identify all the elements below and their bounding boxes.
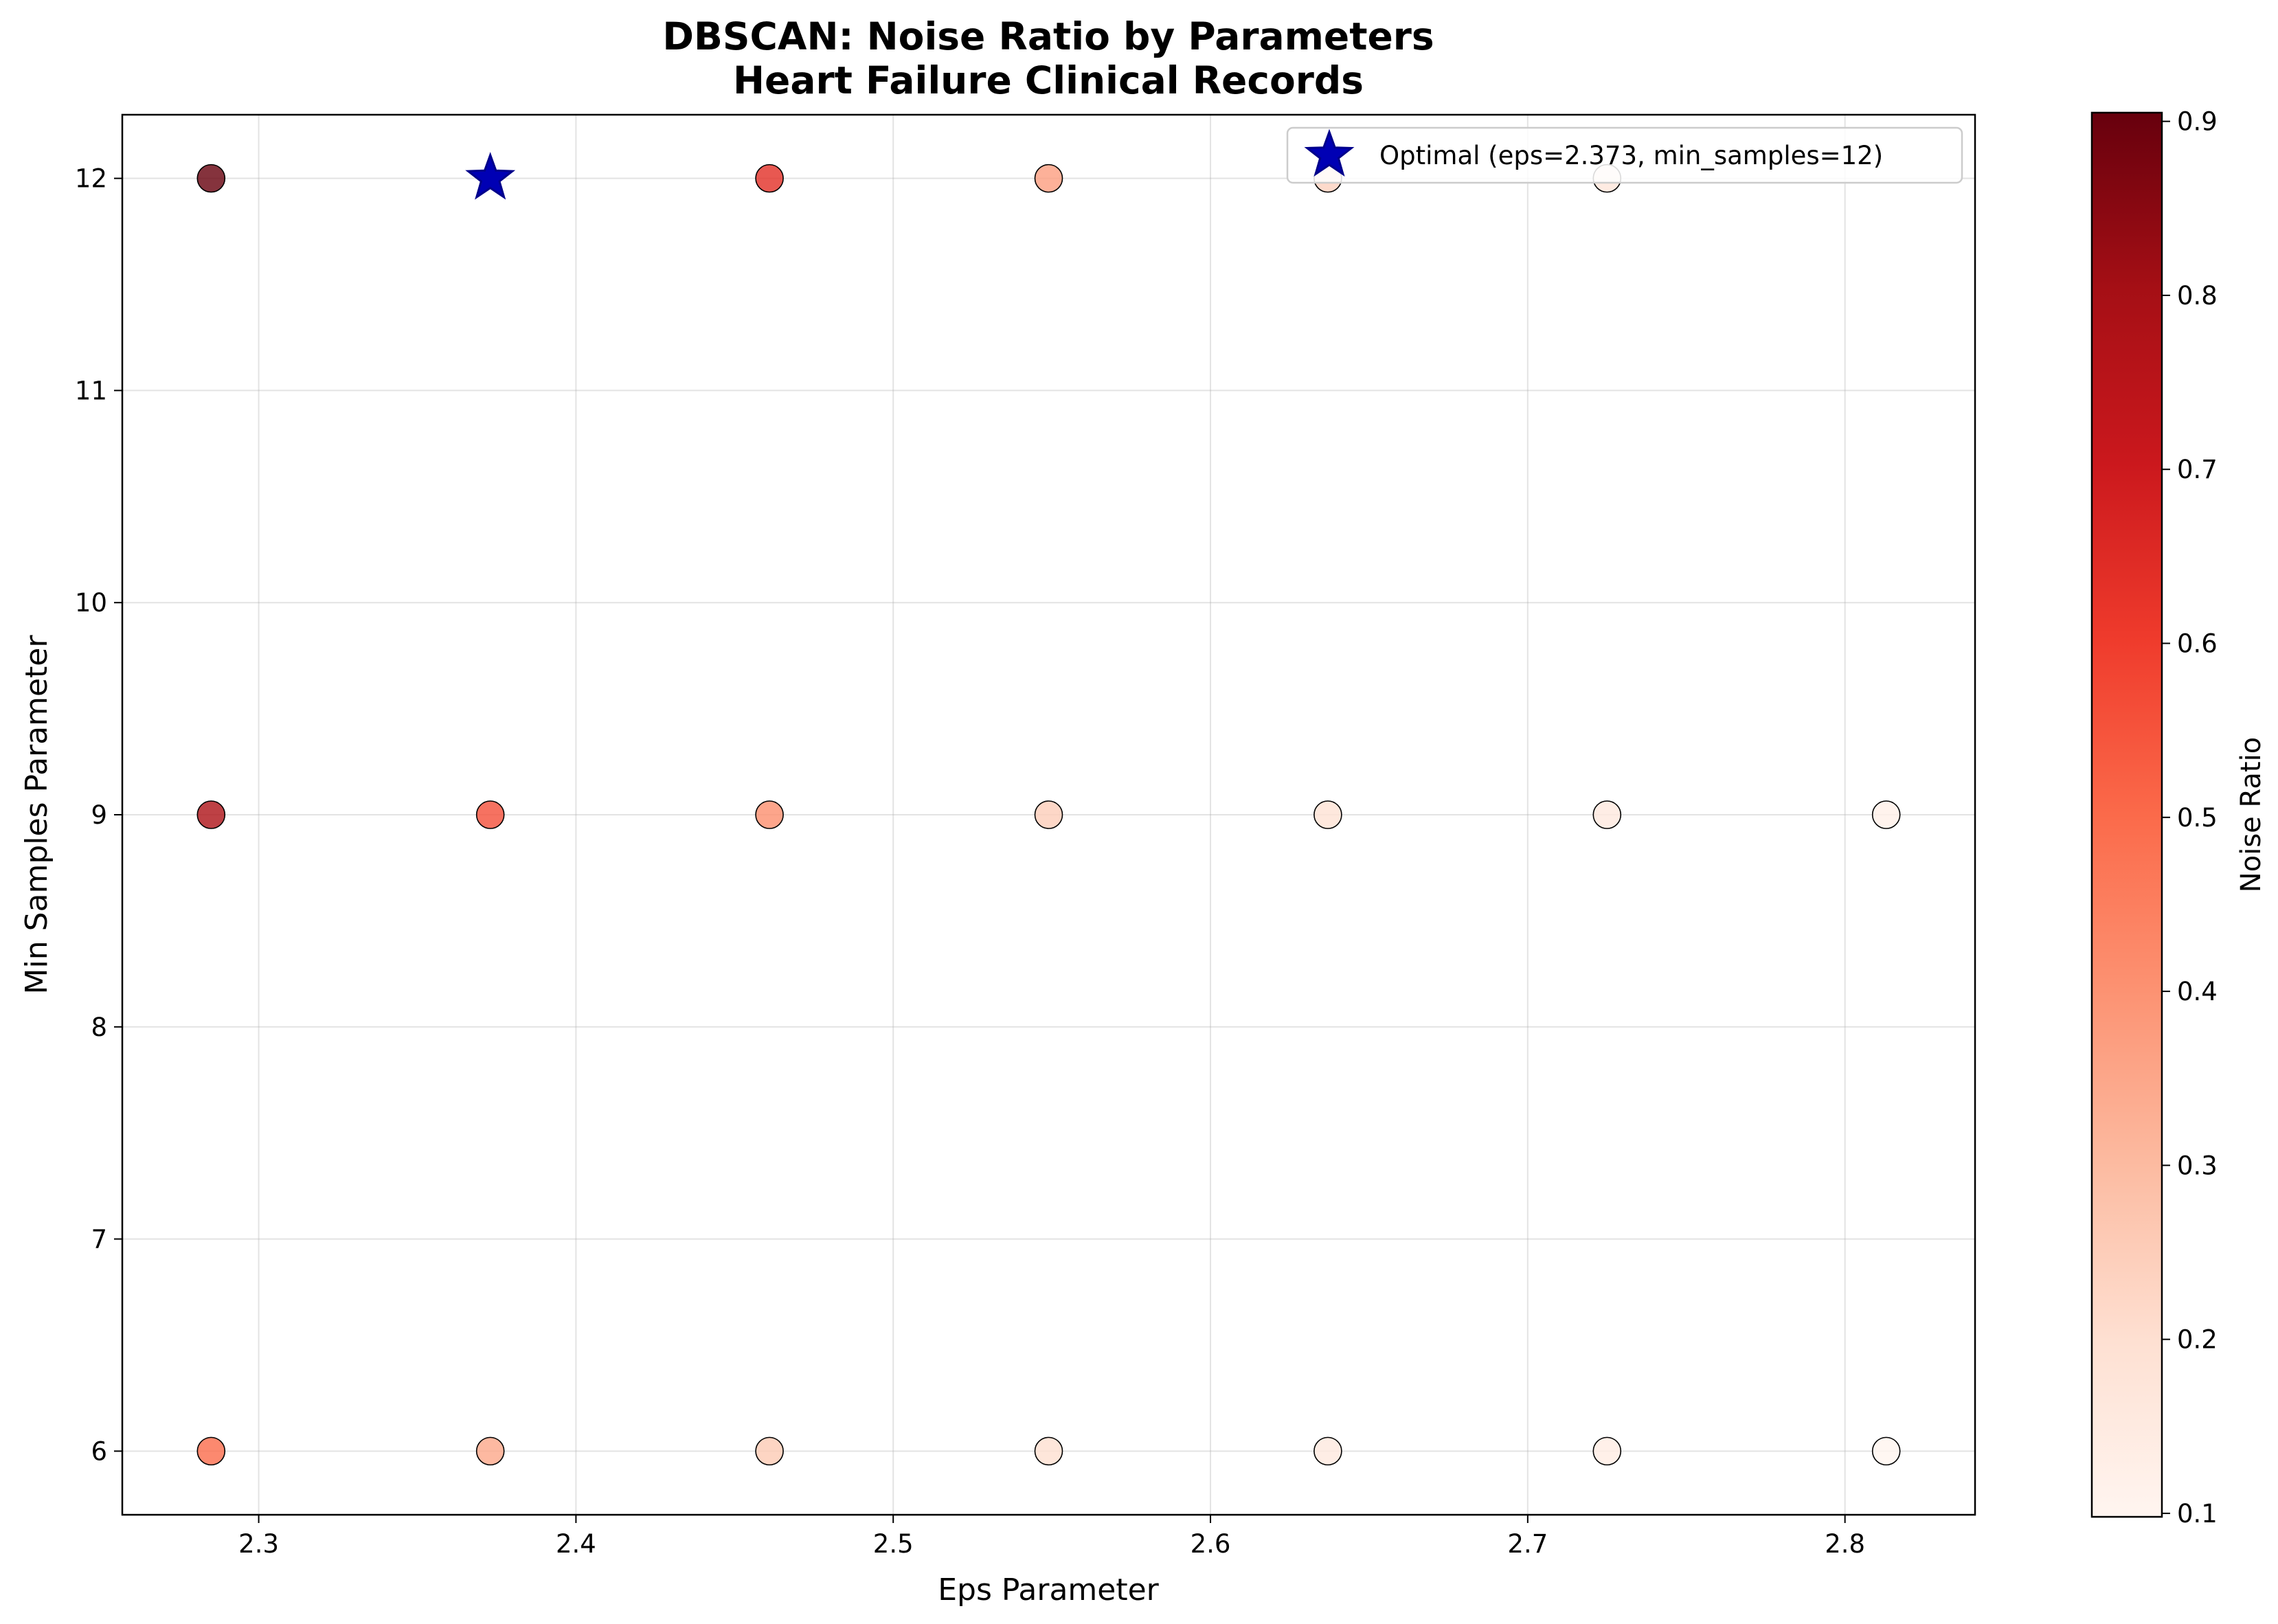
legend-star-icon (1304, 128, 1355, 177)
scatter-point (1034, 800, 1063, 829)
colorbar-label: Noise Ratio (2235, 737, 2267, 892)
y-tick-label: 6 (91, 1436, 107, 1466)
legend: Optimal (eps=2.373, min_samples=12) (1286, 126, 1963, 184)
scatter-point (196, 163, 226, 193)
chart-title-line1: DBSCAN: Noise Ratio by Parameters (662, 14, 1434, 58)
x-tick-label: 2.8 (1825, 1529, 1865, 1559)
x-tick-label: 2.6 (1191, 1529, 1231, 1559)
scatter-point (755, 163, 784, 193)
scatter-point (475, 800, 505, 829)
scatter-point (1592, 1436, 1622, 1466)
y-tick-label: 8 (91, 1013, 107, 1042)
y-tick-label: 9 (91, 800, 107, 830)
x-axis-label: Eps Parameter (938, 1572, 1159, 1608)
scatter-point (196, 1436, 226, 1466)
y-tick-label: 12 (75, 164, 107, 194)
colorbar-tick-label: 0.3 (2177, 1151, 2218, 1180)
scatter-point (1034, 163, 1063, 193)
scatter-point (1313, 800, 1342, 829)
x-tick-label: 2.4 (556, 1529, 596, 1559)
legend-entry-optimal: Optimal (eps=2.373, min_samples=12) (1379, 141, 1883, 170)
scatter-point (1313, 1436, 1342, 1466)
y-tick-label: 10 (75, 588, 107, 618)
chart-title-line2: Heart Failure Clinical Records (733, 58, 1364, 102)
x-tick-label: 2.3 (238, 1529, 279, 1559)
x-tick-label: 2.7 (1507, 1529, 1548, 1559)
y-tick-label: 7 (91, 1225, 107, 1254)
colorbar-tick-label: 0.7 (2177, 455, 2218, 484)
scatter-points (196, 152, 1901, 1466)
scatter-point (755, 1436, 784, 1466)
optimal-star-marker (465, 152, 516, 200)
x-axis-ticks: 2.3 2.4 2.5 2.6 2.7 2.8 (238, 1515, 1865, 1559)
colorbar-tick-label: 0.4 (2177, 977, 2218, 1006)
x-tick-label: 2.5 (873, 1529, 914, 1559)
scatter-point (475, 1436, 505, 1466)
y-axis-ticks: 6 7 8 9 10 11 12 (75, 164, 122, 1466)
colorbar-ticks: 0.1 0.2 0.3 0.4 0.5 0.6 0.7 0.8 0.9 (2162, 107, 2218, 1529)
scatter-point (196, 800, 226, 829)
y-axis-label: Min Samples Parameter (19, 635, 54, 995)
colorbar-tick-label: 0.9 (2177, 107, 2218, 137)
colorbar-tick-label: 0.1 (2177, 1499, 2218, 1529)
scatter-point (755, 800, 784, 829)
colorbar-tick-label: 0.6 (2177, 629, 2218, 659)
legend-box (1286, 126, 1963, 184)
y-tick-label: 11 (75, 376, 107, 405)
scatter-point (1871, 1436, 1901, 1466)
colorbar-tick-label: 0.5 (2177, 803, 2218, 833)
scatter-point (1592, 800, 1622, 829)
colorbar: 0.1 0.2 0.3 0.4 0.5 0.6 0.7 0.8 0.9 Noise Ratio (2090, 107, 2267, 1529)
colorbar-gradient (2090, 111, 2163, 1518)
scatter-point (1871, 800, 1901, 829)
colorbar-tick-label: 0.2 (2177, 1325, 2218, 1355)
colorbar-tick-label: 0.8 (2177, 281, 2218, 311)
scatter-point (1034, 1436, 1063, 1466)
